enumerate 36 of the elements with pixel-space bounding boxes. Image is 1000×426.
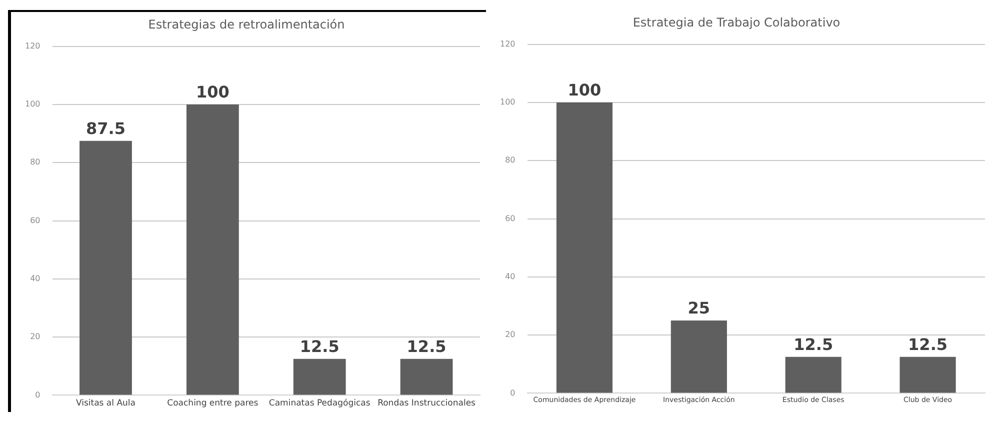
chart-title: Estrategia de Trabajo Colaborativo [632,15,840,30]
y-tick-label: 20 [30,332,40,342]
data-label: 25 [688,298,710,318]
y-tick-label: 100 [24,100,40,109]
y-tick-label: 20 [505,330,516,340]
y-tick-label: 40 [30,274,40,284]
bar [900,356,956,393]
y-tick-label: 40 [505,272,516,282]
chart-title: Estrategias de retroalimentación [148,17,345,32]
bar [186,104,239,395]
bar [293,358,346,395]
y-tick-label: 60 [30,216,40,225]
y-tick-label: 0 [510,388,516,398]
x-tick-label: Visitas al Aula [76,398,136,409]
y-tick-label: 0 [35,390,40,400]
x-tick-label: Caminatas Pedagógicas [268,398,371,409]
data-label: 87.5 [86,119,126,138]
y-tick-label: 100 [500,98,516,107]
data-label: 100 [568,80,602,100]
y-tick-label: 120 [500,39,516,48]
y-tick-label: 120 [24,41,40,50]
x-tick-label: Rondas Instruccionales [378,398,476,409]
y-tick-label: 80 [505,156,516,165]
data-label: 12.5 [794,335,834,354]
y-tick-label: 80 [30,158,40,167]
bar [80,140,132,395]
bar [670,320,727,393]
x-tick-label: Coaching entre pares [167,398,259,409]
data-label: 12.5 [406,337,446,356]
bar [400,358,453,395]
bar [556,102,613,393]
bar [785,356,842,393]
y-tick-label: 60 [505,214,516,223]
data-label: 100 [196,82,230,102]
data-label: 12.5 [908,335,948,354]
data-label: 12.5 [300,337,340,356]
